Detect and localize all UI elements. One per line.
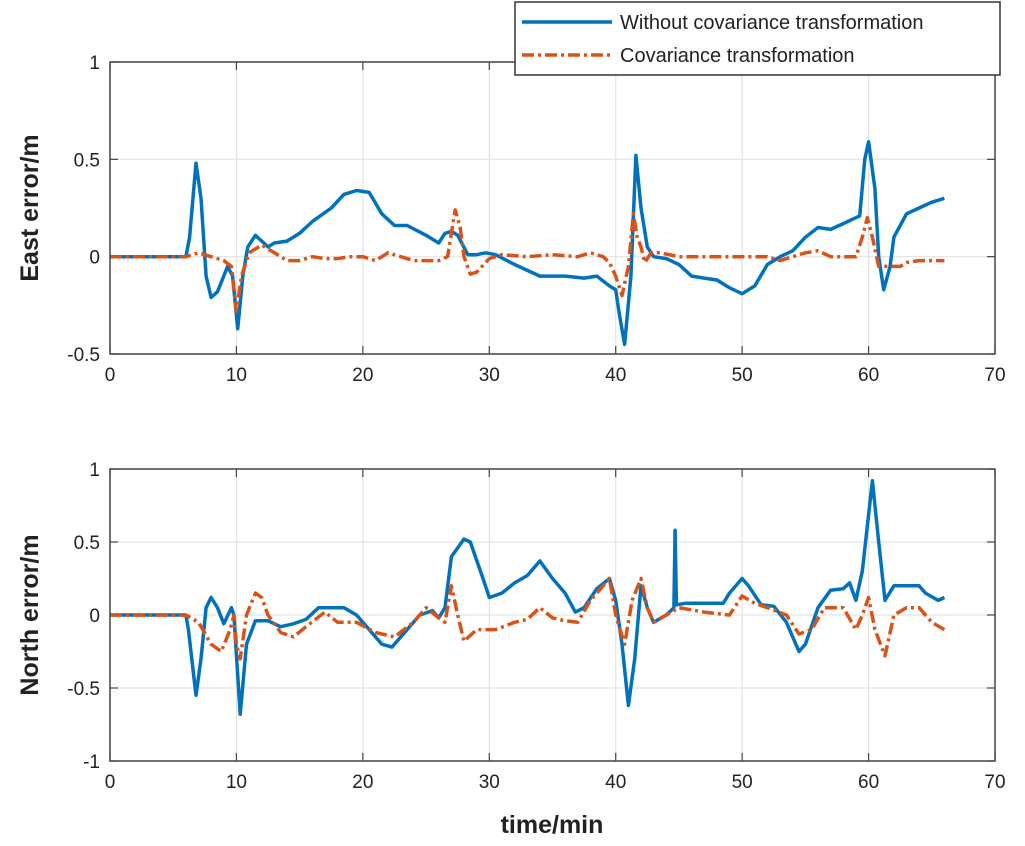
axes-frame xyxy=(109,468,996,762)
y-tick-label: 0.5 xyxy=(74,150,100,171)
x-tick-label: 60 xyxy=(858,365,879,386)
xlabel: time/min xyxy=(501,811,604,839)
east-ylabel: East error/m xyxy=(16,134,44,281)
x-tick-label: 30 xyxy=(479,365,500,386)
plot-area xyxy=(110,62,995,354)
x-tick-label: 50 xyxy=(732,772,753,793)
y-tick-label: -0.5 xyxy=(67,679,100,700)
series-covariance-line xyxy=(110,208,945,313)
y-tick-label: 0 xyxy=(89,606,100,627)
x-tick-label: 40 xyxy=(605,772,626,793)
series-without-covariance-line xyxy=(110,478,946,717)
y-tick-label: 1 xyxy=(89,460,100,481)
north-ylabel: North error/m xyxy=(16,534,44,695)
series-without-covariance-line xyxy=(110,140,945,347)
x-tick-label: 10 xyxy=(226,365,247,386)
legend-box xyxy=(514,1,1001,76)
legend-label-with: Covariance transformation xyxy=(620,45,855,67)
x-tick-label: 60 xyxy=(858,772,879,793)
east-error-axes: 0 10 20 30 40 50 60 70-0.500.51 xyxy=(67,53,1005,386)
legend-label-without: Without covariance transformation xyxy=(620,12,923,34)
x-tick-label: 0 xyxy=(105,365,116,386)
y-tick-label: -1 xyxy=(83,752,100,773)
y-tick-label: 1 xyxy=(89,53,100,74)
x-tick-label: 40 xyxy=(605,365,626,386)
x-tick-label: 0 xyxy=(105,772,116,793)
y-tick-label: -0.5 xyxy=(67,345,100,366)
x-tick-label: 70 xyxy=(984,772,1005,793)
x-tick-label: 10 xyxy=(226,772,247,793)
series-covariance-line xyxy=(110,576,946,661)
x-tick-label: 20 xyxy=(352,365,373,386)
legend: Without covariance transformation Covari… xyxy=(514,1,1001,76)
north-error-axes: 0 10 20 30 40 50 60 70 -1 -0.5 0 0.5 1 xyxy=(67,460,1005,793)
y-tick-label: 0.5 xyxy=(74,533,100,554)
x-tick-label: 50 xyxy=(732,365,753,386)
x-tick-label: 20 xyxy=(352,772,373,793)
x-tick-label: 70 xyxy=(984,365,1005,386)
y-tick-label: 0 xyxy=(89,248,100,269)
x-tick-label: 30 xyxy=(479,772,500,793)
